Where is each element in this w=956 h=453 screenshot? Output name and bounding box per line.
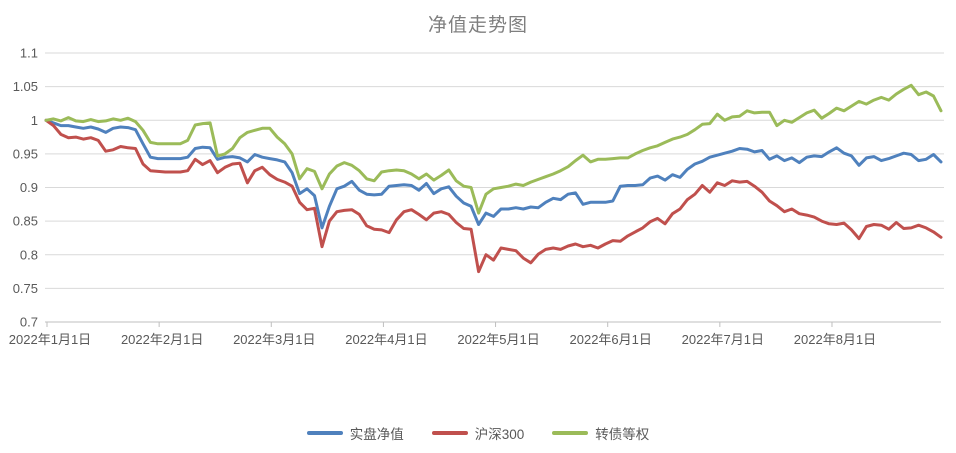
y-axis-tick-label: 0.75: [13, 281, 38, 296]
y-axis-tick-label: 1.1: [20, 46, 38, 61]
series-line-real-networth[interactable]: [44, 118, 943, 230]
x-axis-tick-label: 2022年2月1日: [121, 332, 203, 347]
chart-legend: 实盘净值 沪深300 转债等权: [0, 423, 956, 443]
y-axis-tick-label: 0.8: [20, 247, 38, 262]
legend-item-csi300[interactable]: 沪深300: [431, 423, 525, 443]
y-axis-tick-label: 1.05: [13, 79, 38, 94]
y-axis-tick-label: 1: [31, 113, 38, 128]
chart-title: 净值走势图: [427, 15, 528, 36]
y-axis-tick-label: 0.7: [20, 315, 38, 330]
legend-item-real-networth[interactable]: 实盘净值: [306, 423, 404, 443]
legend-line-swatch-green: [552, 431, 589, 435]
y-axis-tick-label: 0.95: [13, 146, 38, 161]
x-axis-tick-label: 2022年1月1日: [9, 332, 91, 347]
y-axis-tick-label: 0.9: [20, 180, 38, 195]
legend-line-swatch-blue: [306, 431, 343, 435]
y-axis-tick-label: 0.85: [13, 214, 38, 229]
x-axis-tick-label: 2022年3月1日: [233, 332, 315, 347]
legend-label: 沪深300: [474, 427, 525, 442]
x-axis-tick-label: 2022年7月1日: [682, 332, 764, 347]
series-line-convertible-equal-weight[interactable]: [44, 83, 943, 215]
series-line-csi300[interactable]: [44, 118, 943, 274]
x-axis-tick-label: 2022年5月1日: [457, 332, 539, 347]
legend-item-convertible-equal-weight[interactable]: 转债等权: [552, 423, 649, 443]
legend-label: 实盘净值: [349, 427, 404, 442]
legend-label: 转债等权: [595, 427, 650, 442]
x-axis-tick-label: 2022年8月1日: [794, 332, 876, 347]
x-axis-tick-label: 2022年4月1日: [345, 332, 427, 347]
x-axis-tick-label: 2022年6月1日: [570, 332, 652, 347]
legend-line-swatch-red: [431, 431, 468, 435]
